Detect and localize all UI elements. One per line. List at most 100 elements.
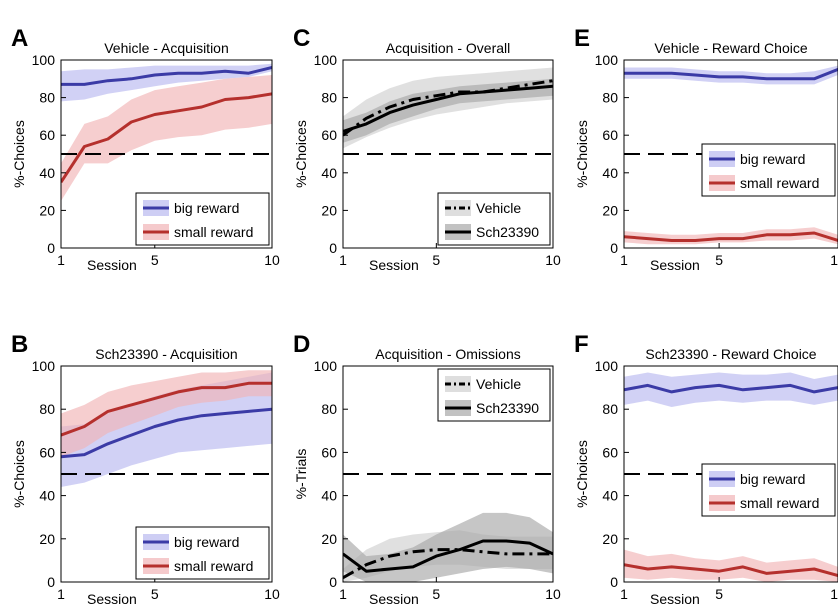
panel-c-ytick-label: 100 (314, 52, 338, 68)
panel-b-xtick-label: 1 (57, 586, 65, 602)
panel-a-ytick-label: 0 (47, 240, 55, 256)
panel-c-ytick-label: 60 (321, 127, 337, 143)
panel-d-xtick-label: 1 (339, 586, 347, 602)
panel-b-axes-box (60, 365, 273, 583)
panel-d-ytick-label: 80 (321, 401, 337, 417)
panel-e-xlabel: Session (650, 257, 700, 273)
panel-e-ytick-label: 80 (602, 90, 618, 106)
panel-c-xtick-label: 10 (545, 252, 561, 268)
panel-d-plot-area (343, 473, 553, 582)
panel-a-legend-label-0: big reward (174, 200, 239, 216)
panel-b-ytick-label: 80 (39, 401, 55, 417)
panel-f-legend: big reward small reward (701, 463, 836, 517)
panel-f-xtick-label: 1 (620, 586, 628, 602)
panel-c-plot-area (343, 67, 553, 155)
panel-d-letter: D (293, 331, 310, 358)
panel-a-letter: A (11, 25, 28, 52)
panel-f-letter: F (574, 331, 589, 358)
panel-e-legend-label-0: big reward (740, 151, 805, 167)
panel-f-title: Sch23390 - Reward Choice (645, 346, 816, 362)
panel-d-xlabel: Session (369, 591, 419, 607)
panel-b: B Sch23390 - Acquisition 0 20 40 60 80 100 1 5 10 S… (11, 331, 280, 607)
panel-e-xtick-label: 1 (620, 252, 628, 268)
panel-b-xlabel: Session (87, 591, 137, 607)
panel-a-ylabel: %-Choices (11, 120, 27, 188)
panel-c-ytick-label: 20 (321, 202, 337, 218)
panel-f-xlabel: Session (650, 591, 700, 607)
panel-e-band-1 (624, 227, 838, 245)
panel-a-legend-label-1: small reward (174, 224, 253, 240)
panel-a-title: Vehicle - Acquisition (104, 40, 229, 56)
panel-e-ytick-label: 60 (602, 127, 618, 143)
panel-a-xlabel: Session (87, 257, 137, 273)
panel-e: E Vehicle - Reward Choice 0 20 40 60 80 100 1 5 10… (574, 25, 838, 273)
panel-e-series-line-0 (624, 68, 838, 81)
panel-e-xtick-label: 10 (830, 252, 838, 268)
panel-a-band-1 (61, 75, 272, 201)
panel-d-ytick-label: 100 (314, 358, 338, 374)
panel-a-plot-area (61, 63, 272, 201)
panel-f-legend-label-1: small reward (740, 495, 819, 511)
panel-b-title: Sch23390 - Acquisition (95, 346, 237, 362)
panel-e-axes-box (623, 59, 838, 249)
panel-d-title: Acquisition - Omissions (375, 346, 521, 362)
panel-d-legend-swatch-0 (445, 376, 471, 392)
panel-d-axes-box (342, 365, 554, 583)
panel-d-ytick-label: 40 (321, 488, 337, 504)
panel-c-ytick-label: 0 (329, 240, 337, 256)
panel-d: D Acquisition - Omissions 0 20 40 60 80 100 1 5 10… (293, 331, 561, 607)
panel-e-ytick-label: 0 (610, 240, 618, 256)
panel-f-ytick-label: 0 (610, 574, 618, 590)
panel-f-ytick-label: 40 (602, 488, 618, 504)
panel-d-xtick-label: 5 (432, 586, 440, 602)
panel-e-ytick-label: 20 (602, 202, 618, 218)
panel-f-axes-box (623, 365, 838, 583)
panel-d-band-1 (343, 512, 553, 582)
panel-d-series-line-0 (343, 548, 553, 580)
panel-a: A Vehicle - Acquisition 0 20 40 60 80 100 1 5 10 Se… (11, 25, 280, 273)
panel-a-series-line-1 (61, 92, 272, 184)
panel-e-band-0 (624, 65, 838, 85)
panel-f-band-0 (624, 372, 838, 407)
panel-f-legend-label-0: big reward (740, 471, 805, 487)
panel-f-ytick-label: 100 (595, 358, 619, 374)
panel-c-band-0 (343, 67, 553, 149)
panel-e-ylabel: %-Choices (574, 120, 590, 188)
panel-c-xlabel: Session (369, 257, 419, 273)
panel-b-series-line-0 (61, 407, 272, 459)
panel-f-xtick-label: 5 (715, 586, 723, 602)
panel-c-series-line-1 (343, 84, 553, 133)
panel-b-ytick-label: 0 (47, 574, 55, 590)
panel-d-ytick-label: 0 (329, 574, 337, 590)
panel-c-xtick-label: 5 (432, 252, 440, 268)
panel-c-xtick-label: 1 (339, 252, 347, 268)
panel-c-ytick-label: 40 (321, 165, 337, 181)
panel-a-xtick-label: 10 (264, 252, 280, 268)
panel-b-legend: big reward small reward (135, 526, 270, 580)
panel-e-legend: big reward small reward (701, 143, 836, 197)
panel-f-ytick-label: 80 (602, 401, 618, 417)
panel-d-ytick-label: 60 (321, 444, 337, 460)
panel-e-ytick-label: 100 (595, 52, 619, 68)
panel-b-ylabel: %-Choices (11, 440, 27, 508)
panel-e-xtick-label: 5 (715, 252, 723, 268)
panel-a-legend: big reward small reward (135, 192, 270, 246)
panel-f-xtick-label: 10 (830, 586, 838, 602)
panel-e-letter: E (574, 25, 590, 52)
panel-c-ytick-label: 80 (321, 90, 337, 106)
panel-b-ytick-label: 20 (39, 531, 55, 547)
panel-c-band-1 (343, 78, 553, 143)
panel-a-axes-box (60, 59, 273, 249)
panel-d-legend: Vehicle Sch23390 (437, 368, 551, 422)
panel-c-legend-swatch-0 (445, 200, 471, 216)
panel-d-xtick-label: 10 (545, 586, 561, 602)
panel-b-letter: B (11, 331, 28, 358)
panel-d-series-line-1 (343, 539, 553, 573)
panel-e-ytick-label: 40 (602, 165, 618, 181)
panel-b-legend-label-0: big reward (174, 534, 239, 550)
panel-c-legend-label-1: Sch23390 (476, 224, 539, 240)
panel-a-ytick-label: 20 (39, 202, 55, 218)
panel-e-series-line-1 (624, 231, 838, 242)
panel-a-xtick-label: 5 (151, 252, 159, 268)
